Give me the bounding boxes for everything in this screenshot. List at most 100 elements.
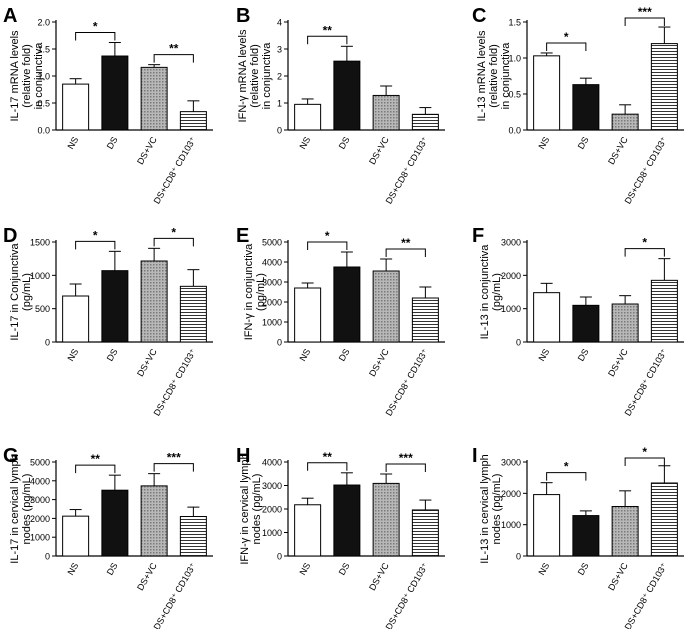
bar-3 xyxy=(372,94,400,131)
y-tick-label: 4 xyxy=(277,18,282,28)
y-tick-label: 1.5 xyxy=(37,45,50,55)
bar-2 xyxy=(572,84,600,131)
x-tick-label: NS xyxy=(65,561,80,577)
x-tick-label: DS xyxy=(576,561,591,577)
bar-1 xyxy=(533,494,561,557)
significance-bracket xyxy=(75,464,116,474)
y-tick-label: 2000 xyxy=(262,505,282,515)
significance-bracket xyxy=(546,42,587,51)
bar-3 xyxy=(140,66,168,131)
y-axis-label: IL-13 mRNA levels(relative fold)in conju… xyxy=(476,30,512,122)
y-tick-label: 0.0 xyxy=(508,126,521,136)
x-tick-label: DS+VC xyxy=(135,347,159,379)
significance-label: ** xyxy=(323,23,333,37)
y-tick-label: 1000 xyxy=(501,520,521,530)
significance-label: * xyxy=(642,445,647,459)
significance-label: ** xyxy=(91,452,101,466)
bar-4 xyxy=(650,279,678,343)
bar-3 xyxy=(372,270,400,343)
x-tick-label: DS xyxy=(576,347,591,363)
x-tick-label: DS+CD8⁺ CD103⁺ xyxy=(152,561,199,629)
bar-4 xyxy=(179,111,207,131)
y-tick-label: 1000 xyxy=(501,304,521,314)
panel-letter: E xyxy=(236,225,249,247)
y-tick-label: 2000 xyxy=(30,514,50,524)
bar-3 xyxy=(140,485,168,557)
y-axis-label: IL-17 in cervical lymphnodes (pg/mL) xyxy=(9,454,33,563)
bar-4 xyxy=(179,516,207,557)
y-tick-label: 0.5 xyxy=(508,90,521,100)
y-tick-label: 1 xyxy=(277,99,282,109)
panel-letter: C xyxy=(472,5,486,27)
panel-a: A 0.0 0.5 1.0 1.5 2.0 IL-17 mRNA levels(relati… xyxy=(3,5,213,206)
y-axis-label: IFN-γ in cervical lymphnodes (pg/mL) xyxy=(239,453,263,564)
significance-bracket xyxy=(307,35,348,45)
bar-4 xyxy=(411,113,439,131)
x-tick-label: DS+VC xyxy=(367,135,391,167)
bar-4 xyxy=(411,509,439,557)
bar-1 xyxy=(294,287,322,343)
bar-1 xyxy=(533,292,561,343)
y-tick-label: 1.0 xyxy=(37,72,50,82)
x-tick-label: DS+VC xyxy=(367,561,391,593)
significance-label: * xyxy=(642,236,647,250)
y-tick-label: 3000 xyxy=(262,278,282,288)
significance-label: ** xyxy=(401,236,411,250)
x-tick-label: DS+CD8⁺ CD103⁺ xyxy=(152,135,199,206)
x-tick-label: NS xyxy=(297,347,312,363)
bar-2 xyxy=(572,304,600,343)
significance-label: ** xyxy=(169,42,179,56)
significance-label: *** xyxy=(167,451,181,465)
significance-bracket xyxy=(624,457,665,466)
x-tick-label: NS xyxy=(536,561,551,577)
bar-1 xyxy=(533,55,561,131)
x-tick-label: DS xyxy=(105,135,120,151)
y-tick-label: 3000 xyxy=(501,238,521,248)
x-tick-label: DS+CD8⁺ CD103⁺ xyxy=(623,561,670,629)
panel-letter: I xyxy=(472,445,478,467)
x-tick-label: NS xyxy=(536,135,551,151)
y-axis-label: IL-17 mRNA levels(relative fold)in conju… xyxy=(9,30,45,122)
y-axis-label: IL-13 in cervical lymphnodes (pg/mL) xyxy=(479,454,503,563)
y-tick-label: 0 xyxy=(516,338,521,348)
significance-label: * xyxy=(93,20,98,34)
x-tick-label: NS xyxy=(65,135,80,151)
bar-4 xyxy=(411,297,439,343)
x-tick-label: DS xyxy=(576,135,591,151)
y-tick-label: 1000 xyxy=(262,318,282,328)
panel-letter: F xyxy=(472,225,484,247)
significance-bracket xyxy=(75,240,116,250)
significance-label: * xyxy=(93,228,98,242)
y-tick-label: 3000 xyxy=(30,495,50,505)
bar-3 xyxy=(611,113,639,131)
y-tick-label: 0 xyxy=(277,338,282,348)
y-tick-label: 4000 xyxy=(262,258,282,268)
significance-bracket xyxy=(385,463,426,472)
panel-letter: B xyxy=(236,5,250,27)
significance-label: *** xyxy=(638,5,652,19)
x-tick-label: DS+CD8⁺ CD103⁺ xyxy=(623,135,670,206)
y-tick-label: 3 xyxy=(277,45,282,55)
y-tick-label: 2000 xyxy=(501,271,521,281)
bar-2 xyxy=(333,266,361,343)
bar-2 xyxy=(101,489,129,557)
y-axis-label: IFN-γ mRNA levels(relative fold)in conju… xyxy=(237,29,273,122)
x-tick-label: DS+CD8⁺ CD103⁺ xyxy=(623,347,670,418)
y-tick-label: 4000 xyxy=(30,476,50,486)
y-axis-label: IFN-γ in conjunctiva(pg/mL) xyxy=(243,243,267,340)
bar-2 xyxy=(333,484,361,557)
y-tick-label: 3000 xyxy=(501,458,521,468)
x-tick-label: DS+VC xyxy=(367,347,391,379)
y-tick-label: 0.5 xyxy=(37,99,50,109)
y-tick-label: 5000 xyxy=(262,238,282,248)
y-tick-label: 0 xyxy=(277,126,282,136)
y-tick-label: 1000 xyxy=(262,528,282,538)
significance-label: * xyxy=(171,225,176,239)
bar-2 xyxy=(333,60,361,131)
